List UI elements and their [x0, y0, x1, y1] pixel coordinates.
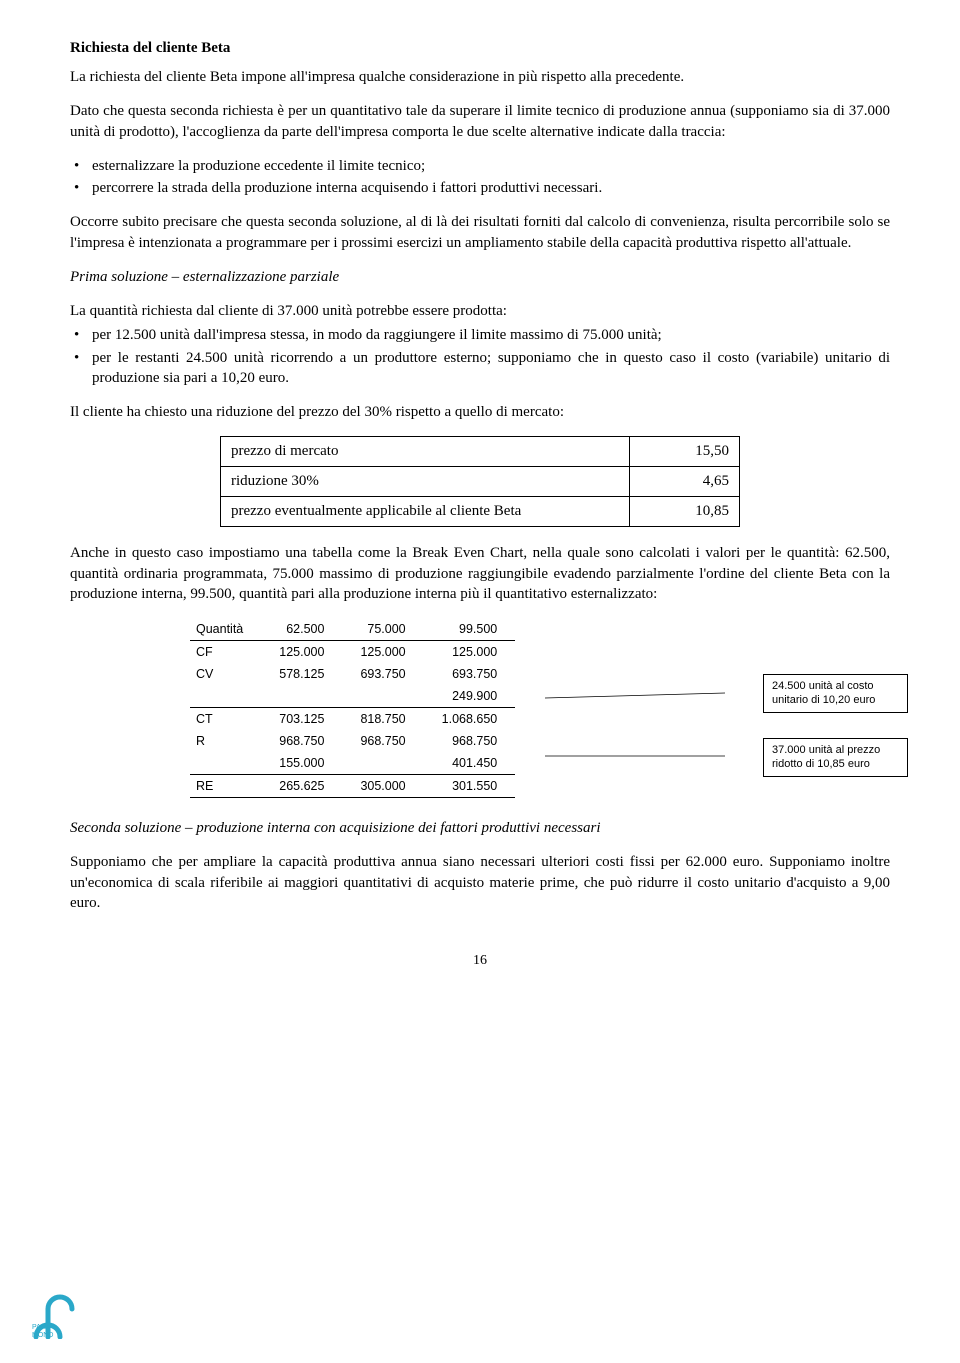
row-label	[190, 685, 261, 708]
list-item: percorrere la strada della produzione in…	[70, 178, 890, 198]
cell: 968.750	[342, 730, 423, 752]
paragraph: Il cliente ha chiesto una riduzione del …	[70, 402, 890, 422]
cell: 125.000	[261, 641, 342, 664]
table-row: riduzione 30% 4,65	[221, 467, 740, 497]
cell: 1.068.650	[424, 708, 516, 731]
table-row: CF 125.000 125.000 125.000	[190, 641, 515, 664]
price-label: prezzo di mercato	[221, 437, 630, 467]
paragraph: La quantità richiesta dal cliente di 37.…	[70, 301, 890, 321]
break-even-table: Quantità 62.500 75.000 99.500 CF 125.000…	[190, 618, 515, 798]
cell: 301.550	[424, 775, 516, 798]
svg-text:PARA: PARA	[32, 1324, 51, 1331]
table-row: prezzo di mercato 15,50	[221, 437, 740, 467]
solution-heading-2: Seconda soluzione – produzione interna c…	[70, 818, 890, 838]
cell: 693.750	[424, 663, 516, 685]
list-item: per le restanti 24.500 unità ricorrendo …	[70, 348, 890, 389]
cell: 125.000	[342, 641, 423, 664]
cell: 703.125	[261, 708, 342, 731]
price-value: 10,85	[630, 497, 740, 527]
table-row: R 968.750 968.750 968.750	[190, 730, 515, 752]
paragraph: Anche in questo caso impostiamo una tabe…	[70, 543, 890, 604]
cell: 305.000	[342, 775, 423, 798]
paragraph: Supponiamo che per ampliare la capacità …	[70, 852, 890, 913]
cell: 249.900	[424, 685, 516, 708]
connector-line-icon	[545, 748, 745, 768]
cell: 693.750	[342, 663, 423, 685]
cell: 155.000	[261, 752, 342, 775]
price-label: prezzo eventualmente applicabile al clie…	[221, 497, 630, 527]
data-table-container: Quantità 62.500 75.000 99.500 CF 125.000…	[70, 618, 890, 798]
row-label: CF	[190, 641, 261, 664]
row-label: CV	[190, 663, 261, 685]
col-header: 75.000	[342, 618, 423, 641]
row-label	[190, 752, 261, 775]
cell: 968.750	[424, 730, 516, 752]
cell	[261, 685, 342, 708]
table-row: prezzo eventualmente applicabile al clie…	[221, 497, 740, 527]
list-item: esternalizzare la produzione eccedente i…	[70, 156, 890, 176]
solution-heading-1: Prima soluzione – esternalizzazione parz…	[70, 267, 890, 287]
cell: 968.750	[261, 730, 342, 752]
table-row: CT 703.125 818.750 1.068.650	[190, 708, 515, 731]
price-value: 15,50	[630, 437, 740, 467]
bullet-list: esternalizzare la produzione eccedente i…	[70, 156, 890, 199]
col-header: Quantità	[190, 618, 261, 641]
bullet-list: per 12.500 unità dall'impresa stessa, in…	[70, 325, 890, 388]
paramond-logo-icon: PARA MOND	[30, 1279, 78, 1339]
page-title: Richiesta del cliente Beta	[70, 40, 890, 57]
cell: 578.125	[261, 663, 342, 685]
row-label: R	[190, 730, 261, 752]
price-value: 4,65	[630, 467, 740, 497]
cell	[342, 752, 423, 775]
col-header: 99.500	[424, 618, 516, 641]
table-row: 155.000 401.450	[190, 752, 515, 775]
page-number: 16	[70, 953, 890, 969]
cell: 265.625	[261, 775, 342, 798]
table-row: 249.900	[190, 685, 515, 708]
cell: 818.750	[342, 708, 423, 731]
callout-note: 37.000 unità al prezzo ridotto di 10,85 …	[763, 738, 908, 777]
cell: 125.000	[424, 641, 516, 664]
paragraph: La richiesta del cliente Beta impone all…	[70, 67, 890, 87]
connector-line-icon	[545, 688, 745, 708]
table-row: CV 578.125 693.750 693.750	[190, 663, 515, 685]
cell	[342, 685, 423, 708]
col-header: 62.500	[261, 618, 342, 641]
row-label: RE	[190, 775, 261, 798]
callout-note: 24.500 unità al costo unitario di 10,20 …	[763, 674, 908, 713]
cell: 401.450	[424, 752, 516, 775]
price-table: prezzo di mercato 15,50 riduzione 30% 4,…	[220, 436, 740, 527]
list-item: per 12.500 unità dall'impresa stessa, in…	[70, 325, 890, 345]
row-label: CT	[190, 708, 261, 731]
price-label: riduzione 30%	[221, 467, 630, 497]
table-row: RE 265.625 305.000 301.550	[190, 775, 515, 798]
svg-text:MOND: MOND	[32, 1332, 53, 1339]
paragraph: Dato che questa seconda richiesta è per …	[70, 101, 890, 142]
table-header-row: Quantità 62.500 75.000 99.500	[190, 618, 515, 641]
paragraph: Occorre subito precisare che questa seco…	[70, 212, 890, 253]
